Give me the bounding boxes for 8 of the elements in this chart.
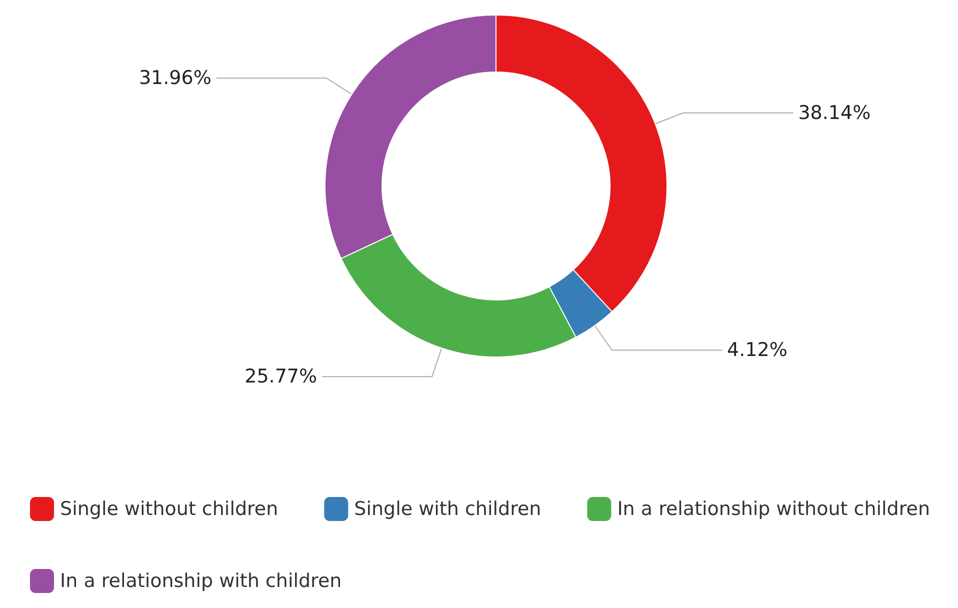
legend-label: Single with children — [354, 498, 542, 520]
data-label: 4.12% — [727, 339, 788, 362]
data-label: 31.96% — [138, 67, 212, 90]
legend-label: In a relationship with children — [60, 570, 342, 592]
data-label: 25.77% — [244, 366, 318, 388]
legend-label: Single without children — [60, 498, 278, 520]
data-label: 38.14% — [798, 102, 871, 124]
legend-label: In a relationship without children — [617, 498, 930, 520]
